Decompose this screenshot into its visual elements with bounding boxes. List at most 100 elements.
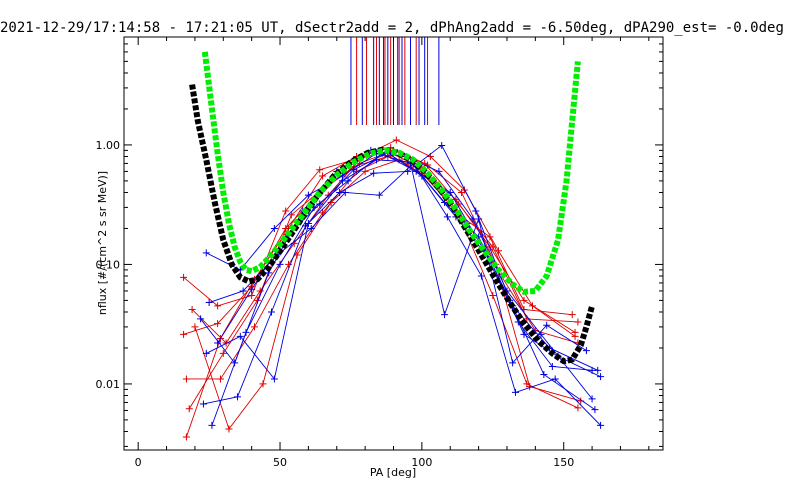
red-plus-marker <box>214 320 222 328</box>
red-plus-marker <box>248 291 256 299</box>
blue-plus-marker <box>316 200 324 208</box>
red-plus-marker <box>319 172 327 180</box>
red-plus-marker <box>191 323 199 331</box>
blue-plus-marker <box>548 362 556 370</box>
blue-plus-marker <box>341 188 349 196</box>
blue-series-line <box>211 152 593 426</box>
red-plus-marker <box>486 233 494 241</box>
blue-plus-marker <box>270 224 278 232</box>
red-plus-marker <box>568 311 576 319</box>
blue-plus-marker <box>597 373 605 381</box>
x-axis-label: PA [deg] <box>370 466 416 479</box>
blue-plus-marker <box>205 299 213 307</box>
red-plus-marker <box>282 207 290 215</box>
y-tick-label: 1.00 <box>96 139 121 152</box>
red-plus-marker <box>259 380 267 388</box>
fit-curves <box>189 51 595 365</box>
blue-plus-marker <box>435 167 443 175</box>
red-series-line <box>186 154 579 409</box>
blue-series-line <box>206 159 598 381</box>
blue-plus-marker <box>208 421 216 429</box>
x-tick-label: 100 <box>411 456 432 469</box>
blue-plus-marker <box>441 311 449 319</box>
red-plus-marker <box>387 144 395 152</box>
blue-plus-marker <box>307 224 315 232</box>
red-plus-marker <box>316 166 324 174</box>
red-plus-marker <box>182 375 190 383</box>
blue-plus-marker <box>242 328 250 336</box>
blue-plus-marker <box>594 366 602 374</box>
red-plus-marker <box>529 302 537 310</box>
y-axis-label: nflux [#/(cm^2 s sr MeV)] <box>96 171 109 315</box>
red-plus-marker <box>489 291 497 299</box>
blue-plus-marker <box>597 421 605 429</box>
blue-plus-marker <box>236 332 244 340</box>
red-plus-marker <box>287 211 295 219</box>
y-tick-label: 0.01 <box>96 378 121 391</box>
blue-plus-marker <box>214 339 222 347</box>
red-plus-marker <box>327 198 335 206</box>
red-plus-marker <box>225 425 233 433</box>
blue-series-line <box>208 162 601 426</box>
axes: 0 50 100 150 0.01 0.10 1.00 <box>96 36 663 469</box>
blue-plus-marker <box>537 330 545 338</box>
x-tick-label: 150 <box>553 456 574 469</box>
red-plus-marker <box>421 159 429 167</box>
blue-plus-marker <box>202 349 210 357</box>
blue-plus-marker <box>469 215 477 223</box>
blue-plus-marker <box>304 191 312 199</box>
blue-plus-marker <box>582 347 590 355</box>
red-plus-marker <box>520 296 528 304</box>
blue-plus-marker <box>276 260 284 268</box>
blue-plus-marker <box>477 272 485 280</box>
x-tick-label: 0 <box>135 456 142 469</box>
blue-series-line <box>200 149 593 400</box>
blue-plus-marker <box>588 395 596 403</box>
blue-plus-marker <box>438 141 446 149</box>
blue-plus-marker <box>591 406 599 414</box>
blue-series-line <box>206 152 587 364</box>
red-plus-marker <box>188 305 196 313</box>
blue-plus-marker <box>509 359 517 367</box>
blue-plus-marker <box>248 285 256 293</box>
red-plus-marker <box>571 332 579 340</box>
red-plus-marker <box>285 260 293 268</box>
red-plus-marker <box>185 405 193 413</box>
blue-plus-marker <box>304 220 312 228</box>
blue-plus-marker <box>268 308 276 316</box>
red-plus-marker <box>361 167 369 175</box>
blue-plus-marker <box>418 172 426 180</box>
blue-plus-marker <box>350 166 358 174</box>
red-plus-marker <box>180 273 188 281</box>
red-plus-marker <box>180 330 188 338</box>
red-plus-marker <box>250 323 258 331</box>
blue-plus-marker <box>520 330 528 338</box>
red-plus-marker <box>214 302 222 310</box>
red-series-line <box>194 159 579 430</box>
red-plus-marker <box>256 287 264 295</box>
pa-sector-markers <box>350 37 440 125</box>
blue-series-line <box>203 144 596 410</box>
red-plus-marker <box>219 349 227 357</box>
blue-plus-marker <box>540 370 548 378</box>
red-plus-marker <box>574 404 582 412</box>
blue-plus-marker <box>375 191 383 199</box>
x-tick-label: 50 <box>273 456 287 469</box>
plot-title: 2021-12-29/17:14:58 - 17:21:05 UT, dSect… <box>0 20 784 36</box>
red-plus-marker <box>182 433 190 441</box>
red-plus-marker <box>216 375 224 383</box>
red-plus-marker <box>574 318 582 326</box>
blue-plus-marker <box>239 287 247 295</box>
blue-plus-marker <box>443 213 451 221</box>
blue-plus-marker <box>199 400 207 408</box>
blue-plus-marker <box>543 321 551 329</box>
blue-plus-marker <box>197 315 205 323</box>
red-plus-marker <box>293 251 301 259</box>
blue-plus-marker <box>551 375 559 383</box>
blue-plus-marker <box>472 207 480 215</box>
green-fit-curve <box>201 51 581 295</box>
blue-plus-marker <box>446 188 454 196</box>
blue-plus-marker <box>202 249 210 257</box>
blue-plus-marker <box>270 375 278 383</box>
